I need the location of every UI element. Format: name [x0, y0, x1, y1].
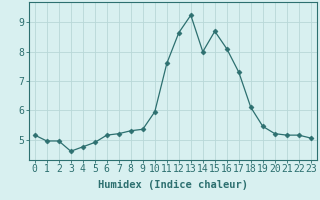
X-axis label: Humidex (Indice chaleur): Humidex (Indice chaleur) [98, 180, 248, 190]
